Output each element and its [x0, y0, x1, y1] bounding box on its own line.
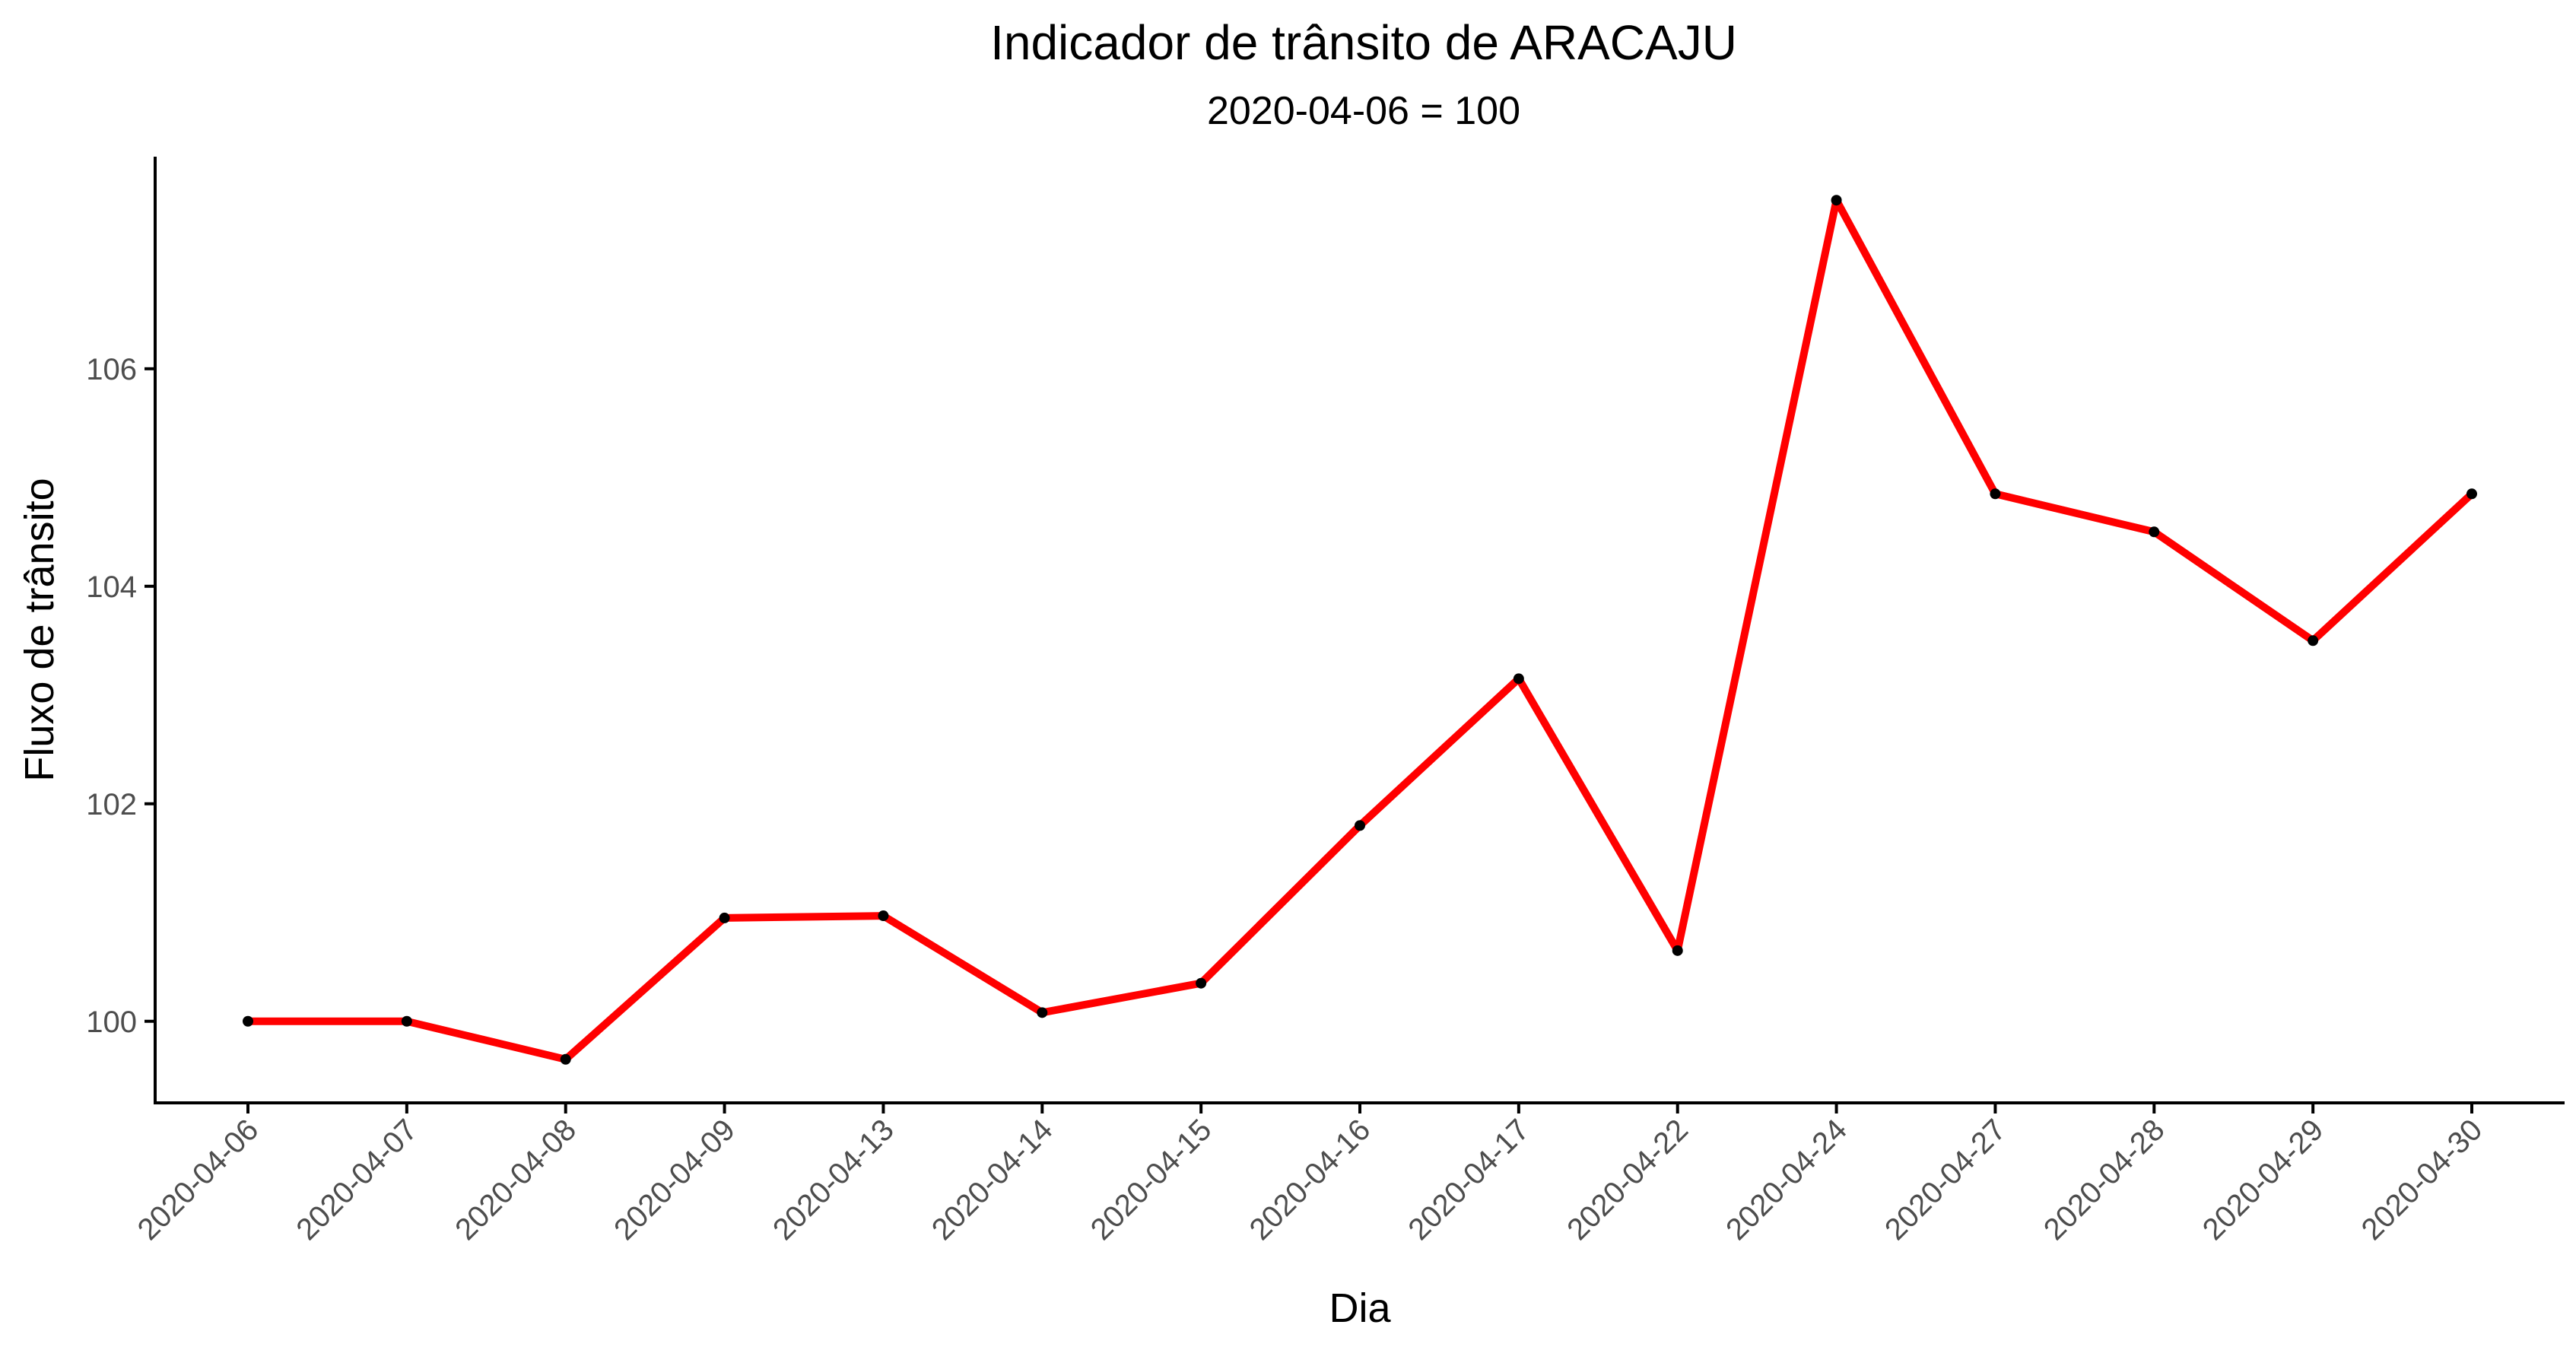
- x-tick-label: 2020-04-30: [2355, 1113, 2489, 1247]
- x-tick-label: 2020-04-22: [1561, 1113, 1695, 1247]
- data-point: [2308, 635, 2319, 646]
- y-tick-label: 100: [86, 1005, 137, 1039]
- x-tick-label: 2020-04-15: [1085, 1113, 1218, 1247]
- y-tick-label: 102: [86, 788, 137, 821]
- data-point: [1672, 945, 1683, 956]
- x-tick-label: 2020-04-14: [926, 1113, 1059, 1247]
- data-point: [2466, 488, 2477, 500]
- x-tick-label: 2020-04-29: [2196, 1113, 2330, 1247]
- series-line: [248, 196, 2475, 1063]
- x-tick-label: 2020-04-16: [1244, 1113, 1377, 1247]
- chart-subtitle: 2020-04-06 = 100: [1207, 89, 1520, 133]
- data-point: [2149, 526, 2160, 538]
- y-axis-ticks: 100 102 104 106: [86, 353, 155, 1039]
- x-tick-label: 2020-04-13: [767, 1113, 900, 1247]
- data-point: [1990, 488, 2001, 500]
- data-point: [1831, 195, 1842, 206]
- data-point: [1513, 673, 1524, 685]
- y-axis-title: Fluxo de trânsito: [17, 478, 62, 781]
- x-tick-label: 2020-04-24: [1720, 1113, 1853, 1247]
- data-point: [1037, 1007, 1048, 1018]
- x-tick-label: 2020-04-27: [1879, 1113, 2012, 1247]
- y-tick-label: 104: [86, 570, 137, 604]
- x-tick-label: 2020-04-09: [608, 1113, 742, 1247]
- x-tick-label: 2020-04-07: [290, 1113, 424, 1247]
- data-point: [719, 912, 730, 923]
- data-point: [1196, 977, 1207, 989]
- x-axis-ticks: 2020-04-06 2020-04-07 2020-04-08 2020-04-09…: [132, 1103, 2489, 1247]
- data-point: [401, 1015, 412, 1027]
- data-point: [878, 910, 889, 922]
- series-points: [243, 195, 2477, 1065]
- x-tick-label: 2020-04-28: [2038, 1113, 2171, 1247]
- y-tick-label: 106: [86, 353, 137, 386]
- data-point: [243, 1015, 253, 1027]
- x-axis-title: Dia: [1329, 1285, 1391, 1331]
- x-tick-label: 2020-04-06: [132, 1113, 265, 1247]
- data-point: [1355, 820, 1365, 831]
- chart-title: Indicador de trânsito de ARACAJU: [990, 15, 1737, 70]
- x-tick-label: 2020-04-08: [449, 1113, 583, 1247]
- data-point: [560, 1053, 571, 1065]
- x-tick-label: 2020-04-17: [1402, 1113, 1536, 1247]
